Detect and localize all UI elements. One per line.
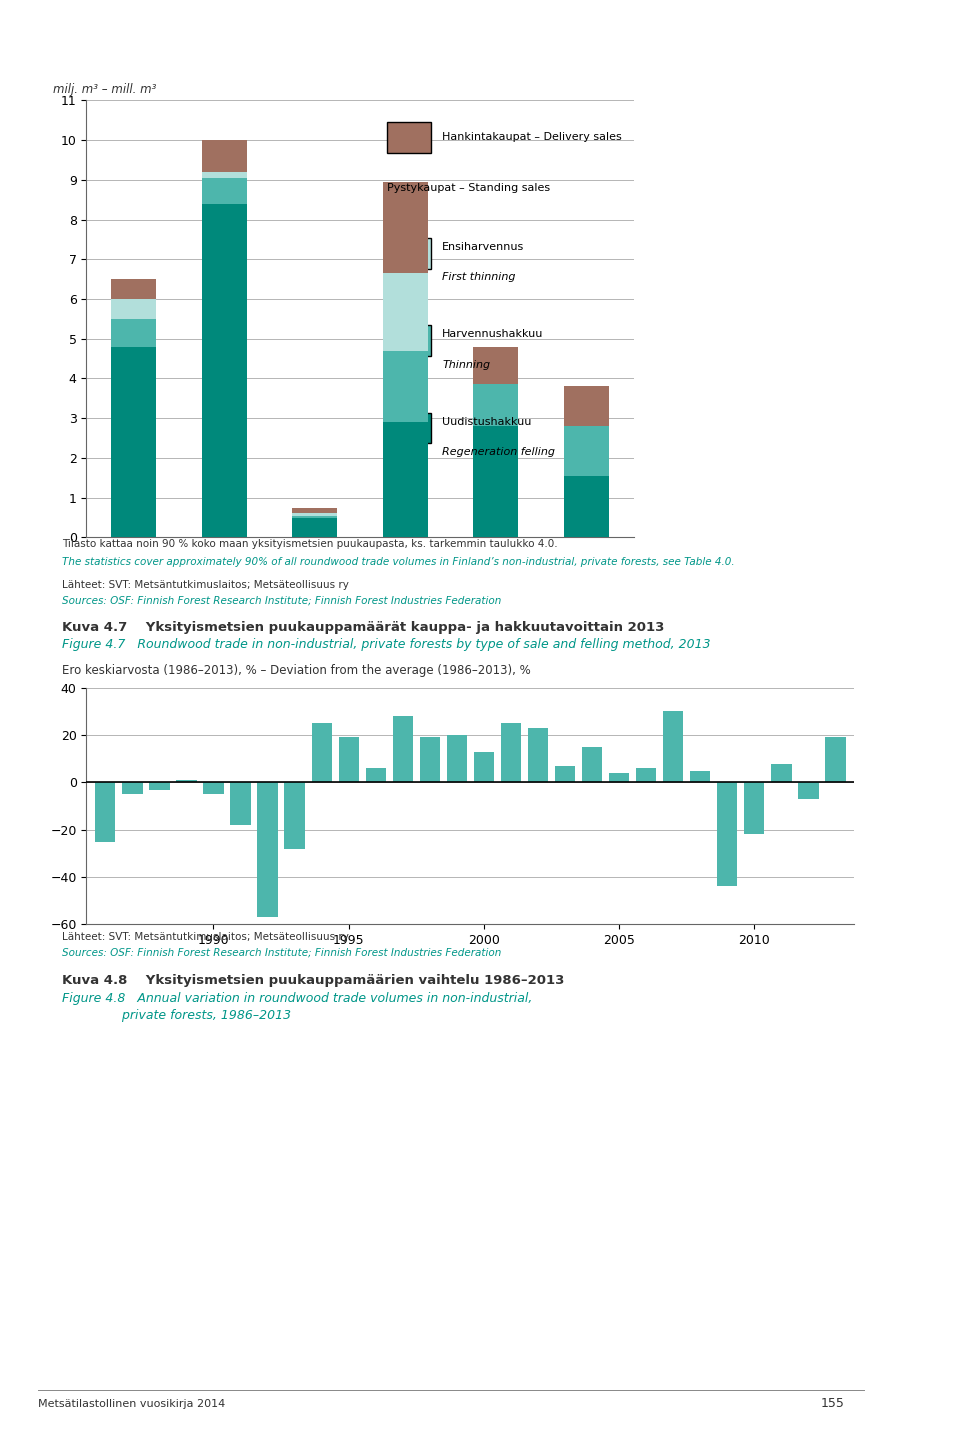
- Text: Koivukuitupuu: Koivukuitupuu: [544, 778, 628, 791]
- Bar: [111, 299, 156, 320]
- Text: Lähteet: SVT: Metsäntutkimuslaitos; Metsäteollisuus ry: Lähteet: SVT: Metsäntutkimuslaitos; Mets…: [62, 579, 349, 589]
- Bar: [366, 768, 386, 782]
- Bar: [257, 782, 277, 917]
- Bar: [383, 182, 428, 274]
- Text: Pine pulpwood: Pine pulpwood: [362, 866, 448, 878]
- FancyBboxPatch shape: [387, 413, 431, 443]
- Bar: [690, 771, 710, 782]
- Text: Kuva 4.7: Kuva 4.7: [62, 620, 128, 633]
- Text: Kuva 4.8: Kuva 4.8: [62, 974, 128, 987]
- Bar: [717, 782, 737, 887]
- Bar: [292, 517, 337, 537]
- Text: Sources: OSF: Finnish Forest Research Institute; Finnish Forest Industries Feder: Sources: OSF: Finnish Forest Research In…: [62, 947, 502, 957]
- Bar: [383, 274, 428, 351]
- Bar: [202, 203, 247, 537]
- Bar: [292, 516, 337, 517]
- Bar: [393, 716, 413, 782]
- Text: Tilasto kattaa noin 90 % koko maan yksityismetsien puukaupasta, ks. tarkemmin ta: Tilasto kattaa noin 90 % koko maan yksit…: [62, 539, 558, 549]
- Bar: [446, 735, 467, 782]
- Bar: [564, 426, 609, 476]
- Bar: [474, 752, 494, 782]
- Text: Ero keskiarvosta (1986–2013), % – Deviation from the average (1986–2013), %: Ero keskiarvosta (1986–2013), % – Deviat…: [62, 663, 531, 676]
- Text: milj. m³ – mill. m³: milj. m³ – mill. m³: [53, 83, 156, 96]
- Bar: [826, 738, 846, 782]
- Text: Spruce pulpwood: Spruce pulpwood: [444, 866, 547, 878]
- Bar: [473, 384, 518, 426]
- Bar: [111, 279, 156, 299]
- Bar: [473, 426, 518, 537]
- Bar: [202, 140, 247, 172]
- Text: Pystykaupat – Standing sales: Pystykaupat – Standing sales: [387, 183, 550, 192]
- Bar: [383, 423, 428, 537]
- Bar: [799, 782, 819, 800]
- Bar: [202, 178, 247, 203]
- FancyBboxPatch shape: [387, 238, 431, 268]
- Text: Koivutukki: Koivutukki: [284, 778, 346, 791]
- Bar: [122, 782, 142, 794]
- Text: Regeneration felling: Regeneration felling: [442, 447, 555, 457]
- Bar: [771, 764, 792, 782]
- Bar: [744, 782, 764, 834]
- Text: Yksityismetsien puukauppamäärät kauppa- ja hakkuutavoittain 2013: Yksityismetsien puukauppamäärät kauppa- …: [132, 620, 665, 633]
- Text: Harvennushakkuu: Harvennushakkuu: [442, 330, 543, 340]
- Bar: [292, 507, 337, 513]
- Bar: [339, 738, 359, 782]
- Bar: [177, 780, 197, 782]
- Text: 4: 4: [909, 42, 926, 64]
- Text: Uudistushakkuu: Uudistushakkuu: [442, 417, 532, 427]
- Text: 155: 155: [821, 1397, 845, 1410]
- Text: Mäntykuitupuu: Mäntykuitupuu: [361, 778, 449, 791]
- Bar: [149, 782, 170, 790]
- Bar: [204, 782, 224, 794]
- Bar: [636, 768, 657, 782]
- Text: Yksityismetsien puukauppamäärien vaihtelu 1986–2013: Yksityismetsien puukauppamäärien vaihtel…: [132, 974, 564, 987]
- Bar: [555, 765, 575, 782]
- Bar: [501, 724, 521, 782]
- Text: Puukauppa: Puukauppa: [876, 46, 960, 60]
- Bar: [420, 738, 440, 782]
- Text: Lähteet: SVT: Metsäntutkimuslaitos; Metsäteollisuus ry: Lähteet: SVT: Metsäntutkimuslaitos; Mets…: [62, 931, 349, 941]
- Bar: [111, 347, 156, 537]
- Bar: [230, 782, 251, 825]
- Text: Birch pulpwood: Birch pulpwood: [540, 866, 632, 878]
- FancyBboxPatch shape: [387, 122, 431, 153]
- Bar: [564, 476, 609, 537]
- Bar: [528, 728, 548, 782]
- Text: Mäntytukki: Mäntytukki: [101, 778, 167, 791]
- Text: Thinning: Thinning: [442, 360, 491, 370]
- Text: Sources: OSF: Finnish Forest Research Institute; Finnish Forest Industries Feder: Sources: OSF: Finnish Forest Research In…: [62, 595, 502, 605]
- Text: Spruce logs: Spruce logs: [190, 866, 259, 878]
- Bar: [111, 320, 156, 347]
- Text: Pine logs: Pine logs: [108, 866, 160, 878]
- Bar: [312, 724, 332, 782]
- Text: Birch logs: Birch logs: [286, 866, 344, 878]
- Text: Metsätilastollinen vuosikirja 2014: Metsätilastollinen vuosikirja 2014: [38, 1399, 226, 1409]
- Text: Figure 4.7   Roundwood trade in non-industrial, private forests by type of sale : Figure 4.7 Roundwood trade in non-indust…: [62, 638, 711, 651]
- Text: First thinning: First thinning: [442, 272, 516, 282]
- Bar: [202, 172, 247, 178]
- Text: Kuusitukki: Kuusitukki: [194, 778, 254, 791]
- Text: The statistics cover approximately 90% of all roundwood trade volumes in Finland: The statistics cover approximately 90% o…: [62, 556, 735, 566]
- FancyBboxPatch shape: [387, 325, 431, 355]
- Bar: [292, 513, 337, 516]
- Bar: [609, 772, 629, 782]
- Text: Figure 4.8   Annual variation in roundwood trade volumes in non-industrial,: Figure 4.8 Annual variation in roundwood…: [62, 992, 533, 1005]
- Bar: [95, 782, 115, 841]
- Text: Hankintakaupat – Delivery sales: Hankintakaupat – Delivery sales: [442, 132, 622, 142]
- Bar: [473, 347, 518, 384]
- Text: Ensiharvennus: Ensiharvennus: [442, 242, 524, 252]
- Bar: [284, 782, 304, 848]
- Text: private forests, 1986–2013: private forests, 1986–2013: [62, 1009, 292, 1022]
- Bar: [582, 747, 602, 782]
- Text: Kuusikuitupuu: Kuusikuitupuu: [454, 778, 538, 791]
- Bar: [383, 351, 428, 423]
- Bar: [663, 712, 684, 782]
- Bar: [564, 387, 609, 426]
